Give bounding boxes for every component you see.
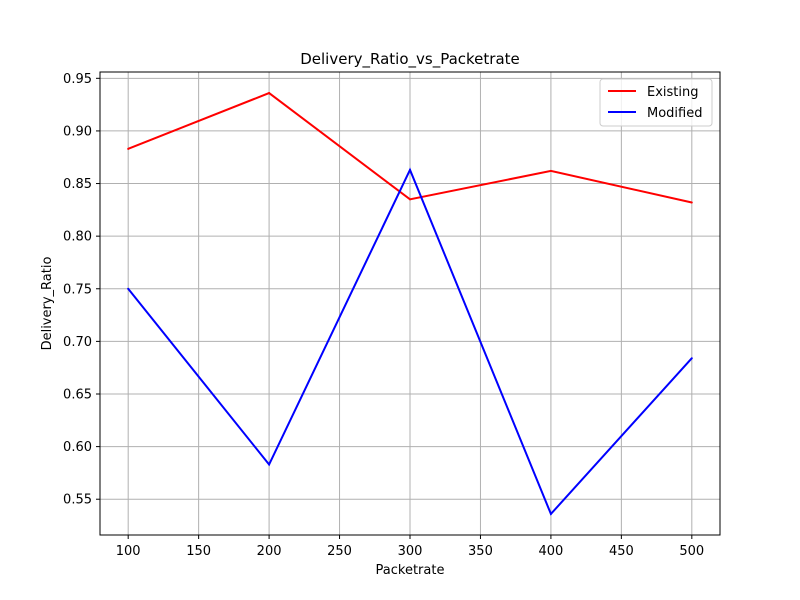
y-tick-label: 0.60: [63, 440, 92, 455]
y-axis-label: Delivery_Ratio: [40, 257, 55, 351]
data-point-modified: [409, 168, 411, 171]
y-tick-label: 0.85: [63, 177, 92, 192]
legend-label-existing: Existing: [647, 85, 699, 100]
legend-label-modified: Modified: [647, 106, 702, 121]
x-tick-label: 300: [398, 544, 423, 559]
y-tick-label: 0.65: [63, 387, 92, 402]
x-tick-label: 250: [327, 544, 352, 559]
data-point-modified: [127, 287, 130, 290]
axis-ticks: 100 150 200 250 300 350 400 450 500 0.55 0.60 0.65 0…: [63, 72, 704, 559]
x-tick-label: 400: [538, 544, 563, 559]
x-tick-label: 100: [116, 544, 141, 559]
chart-title: Delivery_Ratio_vs_Packetrate: [300, 50, 520, 69]
data-point-existing: [549, 169, 552, 172]
x-axis-label: Packetrate: [376, 563, 445, 578]
data-point-existing: [690, 201, 693, 204]
legend: Existing Modified: [599, 78, 713, 127]
data-point-existing: [127, 147, 130, 150]
x-tick-label: 500: [679, 544, 704, 559]
series-lines: [127, 91, 693, 516]
x-tick-label: 200: [257, 544, 282, 559]
y-tick-label: 0.90: [63, 124, 92, 139]
y-tick-label: 0.80: [63, 230, 92, 245]
data-point-modified: [690, 357, 693, 360]
y-tick-label: 0.55: [63, 493, 92, 508]
y-tick-label: 0.75: [63, 282, 92, 297]
y-tick-label: 0.95: [63, 72, 92, 87]
x-tick-label: 150: [186, 544, 211, 559]
y-tick-label: 0.70: [63, 335, 92, 350]
grid: [100, 72, 720, 535]
x-tick-label: 450: [609, 544, 634, 559]
data-point-modified: [549, 512, 552, 515]
data-point-existing: [268, 92, 271, 95]
data-point-modified: [268, 463, 271, 466]
data-point-existing: [409, 198, 411, 201]
x-tick-label: 350: [468, 544, 493, 559]
